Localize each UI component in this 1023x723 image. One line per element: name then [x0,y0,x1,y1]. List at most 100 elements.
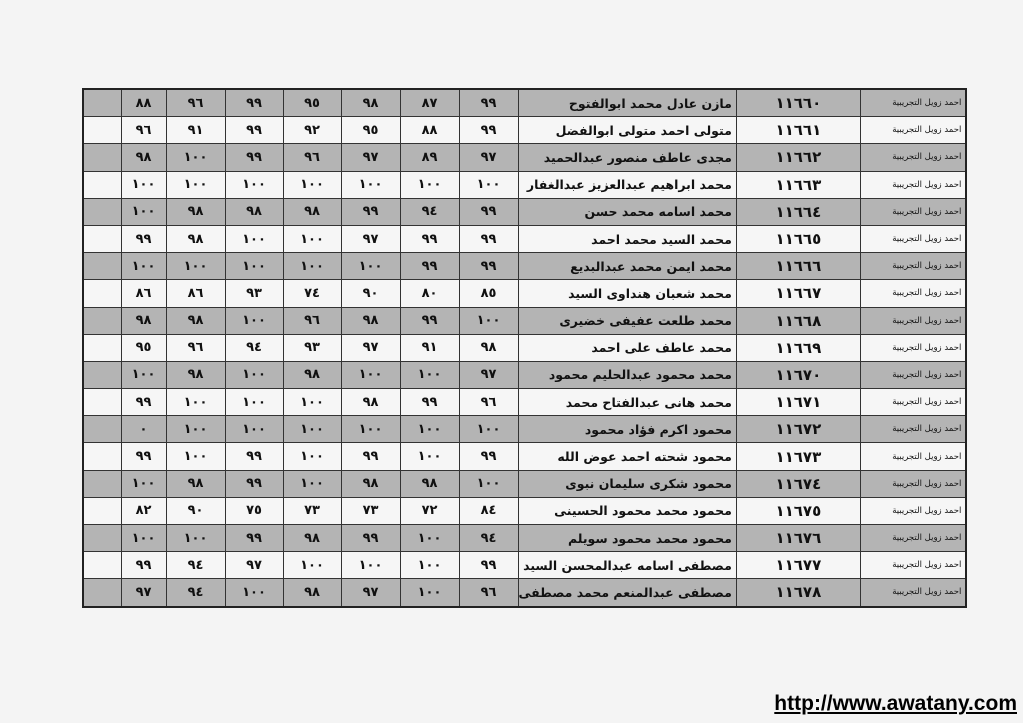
seat-number-cell: ١١٦٦٣ [735,170,861,199]
score-cell: ٩٩ [120,388,167,417]
score-cell: ٩٧ [458,360,519,390]
score-cell: ٩٩ [224,116,284,145]
empty-cell [82,224,122,254]
score-cell: ١٠٠ [120,197,167,226]
score-cell: ٩٠ [340,279,401,308]
school-name-cell: احمد زويل التجريبية [859,224,967,254]
seat-number-cell: ١١٦٦٥ [735,224,861,254]
score-cell: ٩٥ [282,88,342,118]
score-cell: ١٠٠ [165,143,226,172]
score-cell: ٩٦ [165,88,226,118]
school-name-cell: احمد زويل التجريبية [859,388,967,417]
score-cell: ٨٢ [120,496,167,526]
score-cell: ٩٨ [458,333,519,362]
table-row: ٨٢ ٩٠ ٧٥ ٧٣ ٧٣ ٧٢ ٨٤ محمود محمد محمود الحسينى ١١… [82,496,967,526]
seat-number-cell: ١١٦٦١ [735,116,861,145]
seat-number-cell: ١١٦٧٦ [735,523,861,553]
results-table: ٨٨ ٩٦ ٩٩ ٩٥ ٩٨ ٨٧ ٩٩ مازن عادل محمد ابوالفتوح ١١… [82,88,968,608]
score-cell: ١٠٠ [340,360,401,390]
empty-cell [82,415,122,444]
score-cell: ٩٨ [282,578,342,608]
score-cell: ١٠٠ [458,415,519,444]
score-cell: ٩٩ [340,197,401,226]
seat-number-cell: ١١٦٧٢ [735,415,861,444]
score-cell: ١٠٠ [224,306,284,335]
score-cell: ٠ [120,415,167,444]
score-cell: ١٠٠ [224,360,284,390]
website-link[interactable]: http://www.awatany.com [774,692,1017,715]
student-name-cell: محمد ابراهيم عبدالعزيز عبدالغفار [517,170,737,199]
student-name-cell: محمد هانى عبدالفتاح محمد [517,388,737,417]
school-name-cell: احمد زويل التجريبية [859,469,967,498]
score-cell: ٧٤ [282,279,342,308]
score-cell: ٩٩ [458,224,519,254]
score-cell: ٩٨ [399,469,460,498]
table-row: ٩٩ ١٠٠ ١٠٠ ١٠٠ ٩٨ ٩٩ ٩٦ محمد هانى عبدالفتاح محم… [82,388,967,417]
score-cell: ٩٥ [340,116,401,145]
score-cell: ٨٥ [458,279,519,308]
table-row: ١٠٠ ١٠٠ ٩٩ ٩٨ ٩٩ ١٠٠ ٩٤ محمود محمد محمود سويلم ١… [82,523,967,553]
school-name-cell: احمد زويل التجريبية [859,197,967,226]
score-cell: ٩٩ [458,197,519,226]
score-cell: ٩٧ [120,578,167,608]
school-name-cell: احمد زويل التجريبية [859,88,967,118]
student-name-cell: محمود اكرم فؤاد محمود [517,415,737,444]
score-cell: ١٠٠ [458,306,519,335]
score-cell: ١٠٠ [282,442,342,471]
seat-number-cell: ١١٦٦٩ [735,333,861,362]
score-cell: ٩٩ [458,551,519,580]
school-name-cell: احمد زويل التجريبية [859,523,967,553]
empty-cell [82,578,122,608]
score-cell: ١٠٠ [282,469,342,498]
school-name-cell: احمد زويل التجريبية [859,306,967,335]
score-cell: ١٠٠ [282,551,342,580]
score-cell: ٩٣ [224,279,284,308]
score-cell: ٩٩ [224,469,284,498]
table-row: ٩٩ ٩٨ ١٠٠ ١٠٠ ٩٧ ٩٩ ٩٩ محمد السيد محمد احمد ١١٦٦… [82,224,967,254]
score-cell: ١٠٠ [165,252,226,281]
score-cell: ١٠٠ [282,252,342,281]
empty-cell [82,88,122,118]
score-cell: ٨٦ [120,279,167,308]
student-name-cell: محمود شكرى سليمان نبوى [517,469,737,498]
score-cell: ٩٦ [458,388,519,417]
score-cell: ١٠٠ [224,252,284,281]
score-cell: ٩٩ [340,442,401,471]
score-cell: ٩٨ [282,360,342,390]
score-cell: ٩٨ [165,197,226,226]
score-cell: ٩٩ [224,523,284,553]
student-name-cell: محمد اسامه محمد حسن [517,197,737,226]
score-cell: ٨٩ [399,143,460,172]
empty-cell [82,496,122,526]
score-cell: ٩٩ [399,252,460,281]
school-name-cell: احمد زويل التجريبية [859,551,967,580]
table-row: ١٠٠ ٩٨ ١٠٠ ٩٨ ١٠٠ ١٠٠ ٩٧ محمد محمود عبدالحليم م… [82,360,967,390]
score-cell: ١٠٠ [165,415,226,444]
table-row: ١٠٠ ٩٨ ٩٩ ١٠٠ ٩٨ ٩٨ ١٠٠ محمود شكرى سليمان نبوى ١… [82,469,967,498]
school-name-cell: احمد زويل التجريبية [859,143,967,172]
score-cell: ٩١ [165,116,226,145]
score-cell: ٨٧ [399,88,460,118]
score-cell: ٩٨ [282,197,342,226]
score-cell: ٨٠ [399,279,460,308]
school-name-cell: احمد زويل التجريبية [859,442,967,471]
score-cell: ٩٩ [224,442,284,471]
score-cell: ٩٨ [340,306,401,335]
score-cell: ٧٥ [224,496,284,526]
score-cell: ١٠٠ [165,523,226,553]
table-row: ٩٩ ٩٤ ٩٧ ١٠٠ ١٠٠ ١٠٠ ٩٩ مصطفى اسامه عبدالمحسن ا… [82,551,967,580]
score-cell: ١٠٠ [399,442,460,471]
seat-number-cell: ١١٦٦٢ [735,143,861,172]
score-cell: ٧٢ [399,496,460,526]
student-name-cell: محمد محمود عبدالحليم محمود [517,360,737,390]
score-cell: ٩٨ [282,523,342,553]
seat-number-cell: ١١٦٦٨ [735,306,861,335]
empty-cell [82,523,122,553]
score-cell: ٩٩ [458,116,519,145]
student-name-cell: محمد السيد محمد احمد [517,224,737,254]
score-cell: ٩٦ [120,116,167,145]
empty-cell [82,333,122,362]
score-cell: ٩٤ [165,578,226,608]
empty-cell [82,143,122,172]
score-cell: ١٠٠ [165,170,226,199]
